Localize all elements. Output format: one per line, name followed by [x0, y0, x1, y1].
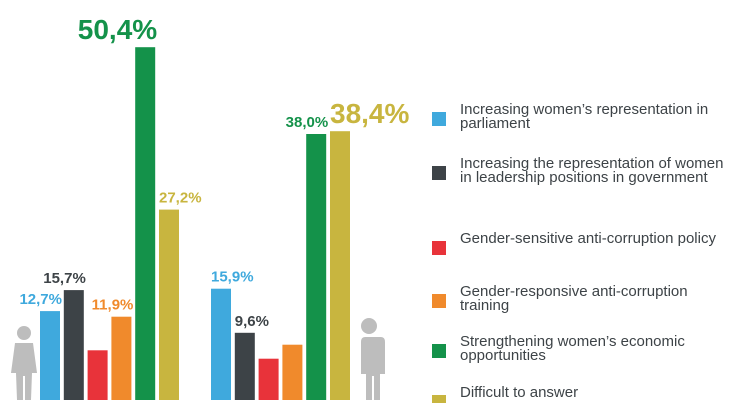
- value-label: 12,7%: [19, 291, 62, 308]
- value-label: 38,4%: [330, 98, 409, 129]
- legend-swatch: [432, 294, 446, 308]
- value-label: 38,0%: [286, 114, 329, 131]
- woman-icon: [11, 326, 37, 400]
- bar: [306, 134, 327, 400]
- bar: [234, 332, 255, 400]
- value-label: 15,9%: [211, 269, 254, 286]
- legend-swatch: [432, 395, 446, 403]
- man-icon: [357, 318, 385, 400]
- legend-swatch: [432, 166, 446, 180]
- value-label: 9,6%: [235, 313, 269, 330]
- legend-swatch: [432, 112, 446, 126]
- bar: [282, 344, 303, 400]
- bar: [63, 290, 84, 400]
- bar: [211, 288, 231, 400]
- bar: [40, 311, 60, 400]
- legend-label: Gender-sensitive anti-corruption policy: [460, 230, 716, 247]
- value-label: 50,4%: [78, 14, 157, 45]
- legend-label: Difficult to answer: [460, 384, 579, 401]
- legend-label: Gender-responsive anti-corruption traini…: [460, 283, 688, 314]
- legend-label: Increasing the representation of women i…: [460, 155, 724, 186]
- bar: [87, 350, 108, 400]
- bar: [135, 47, 156, 400]
- value-label: 15,7%: [43, 270, 86, 287]
- bar: [258, 358, 279, 400]
- bar: [111, 316, 132, 400]
- value-label: 11,9%: [92, 297, 134, 314]
- legend-label: Strengthening women’s economic opportuni…: [460, 333, 685, 364]
- bar: [330, 131, 350, 400]
- legend-label: Increasing women’s representation in par…: [460, 101, 709, 132]
- legend-swatch: [432, 241, 446, 255]
- value-label: 27,2%: [159, 190, 202, 207]
- legend-swatch: [432, 344, 446, 358]
- bar: [159, 209, 179, 400]
